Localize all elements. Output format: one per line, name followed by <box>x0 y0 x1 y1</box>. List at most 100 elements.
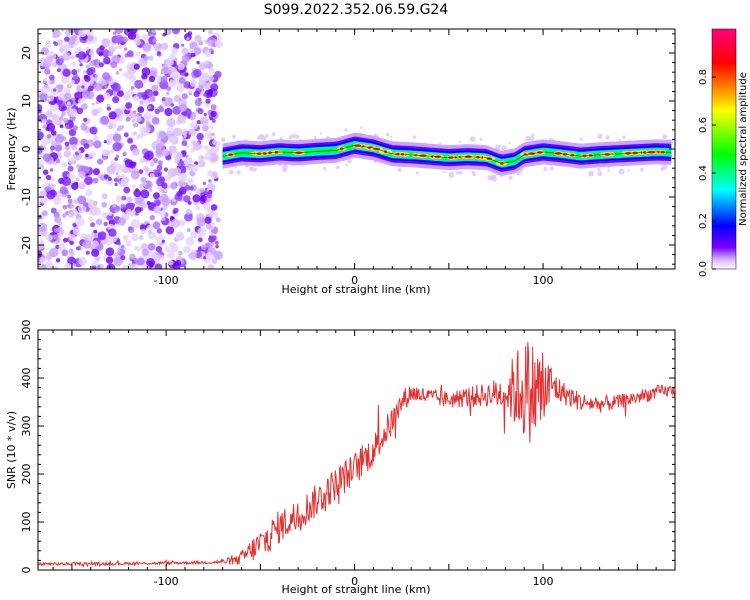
noise-blob <box>176 84 185 93</box>
noise-blob <box>69 136 78 146</box>
noise-blob <box>103 157 107 161</box>
noise-blob <box>195 205 201 211</box>
noise-blob <box>112 203 117 208</box>
noise-blob <box>193 68 202 78</box>
noise-blob <box>169 182 177 190</box>
noise-blob <box>175 231 185 240</box>
noise-blob <box>123 132 129 138</box>
noise-blob <box>164 107 173 117</box>
noise-blob <box>38 222 48 232</box>
noise-blob <box>169 53 176 60</box>
noise-blob <box>159 210 166 218</box>
noise-blob <box>198 160 206 168</box>
noise-blob <box>49 74 55 81</box>
noise-blob <box>69 173 76 179</box>
x-tick-label: -100 <box>154 274 179 287</box>
noise-blob <box>77 195 87 205</box>
noise-blob <box>156 164 163 171</box>
noise-blob <box>166 117 176 128</box>
noise-blob <box>89 207 98 216</box>
noise-blob <box>85 153 89 158</box>
noise-blob <box>181 150 187 156</box>
noise-blob <box>204 131 213 139</box>
noise-blob <box>44 261 53 269</box>
noise-blob <box>187 115 191 119</box>
noise-blob <box>147 224 153 231</box>
noise-blob <box>94 255 101 262</box>
noise-blob <box>42 169 49 175</box>
noise-blob <box>189 185 194 191</box>
noise-blob <box>58 84 64 90</box>
noise-blob <box>91 248 100 257</box>
noise-blob <box>54 144 62 152</box>
noise-blob <box>147 229 152 234</box>
noise-blob <box>147 91 154 98</box>
noise-blob <box>58 57 65 64</box>
noise-blob <box>52 88 57 92</box>
noise-blob <box>84 176 93 186</box>
noise-blob <box>64 141 70 147</box>
noise-blob <box>92 260 98 267</box>
noise-blob <box>45 174 52 181</box>
noise-blob <box>125 102 133 109</box>
noise-blob <box>188 179 194 185</box>
noise-blob <box>103 56 111 65</box>
noise-blob <box>53 234 59 240</box>
noise-blob <box>161 217 166 222</box>
noise-blob <box>95 218 103 226</box>
noise-blob <box>103 140 107 144</box>
noise-blob <box>147 99 151 103</box>
noise-blob <box>106 103 110 107</box>
ridge-band-green <box>222 142 672 166</box>
noise-blob <box>116 175 121 180</box>
noise-blob <box>58 92 66 101</box>
ridge-halo <box>415 171 419 175</box>
noise-blob <box>141 78 147 84</box>
noise-blob <box>210 204 218 211</box>
noise-blob <box>184 33 192 41</box>
noise-blob <box>186 37 190 41</box>
noise-blob <box>101 193 108 200</box>
noise-blob <box>108 228 117 237</box>
ridge-halo <box>627 169 630 172</box>
noise-blob <box>143 55 149 61</box>
noise-blob <box>131 147 140 156</box>
noise-blob <box>189 79 197 87</box>
noise-blob <box>42 153 52 162</box>
ridge-halo <box>443 170 446 174</box>
noise-blob <box>89 151 96 158</box>
y-tick-label: -20 <box>20 236 33 254</box>
noise-blob <box>185 208 192 215</box>
noise-blob <box>211 235 217 241</box>
noise-blob <box>193 47 202 55</box>
noise-blob <box>134 115 142 123</box>
noise-blob <box>154 108 160 115</box>
noise-blob <box>164 174 171 181</box>
noise-blob <box>140 228 146 235</box>
x-tick-label: 0 <box>351 274 358 287</box>
noise-blob <box>130 203 136 208</box>
noise-blob <box>209 242 215 248</box>
noise-blob <box>67 204 71 208</box>
noise-blob <box>85 250 90 255</box>
noise-blob <box>72 73 79 80</box>
noise-blob <box>113 256 123 267</box>
ridge-halo <box>525 136 531 141</box>
noise-blob <box>38 146 43 155</box>
noise-blob <box>205 98 211 104</box>
noise-blob <box>50 145 55 151</box>
noise-blob <box>145 121 152 127</box>
noise-blob <box>92 135 99 141</box>
noise-blob <box>39 164 45 170</box>
ridge-halo <box>234 166 237 169</box>
noise-blob <box>88 67 96 74</box>
noise-blob <box>127 226 135 234</box>
noise-blob <box>183 134 187 138</box>
noise-blob <box>64 36 70 42</box>
noise-blob <box>181 54 189 62</box>
noise-blob <box>62 68 71 77</box>
noise-blob <box>161 182 168 189</box>
noise-blob <box>46 86 52 91</box>
noise-blob <box>177 63 185 71</box>
noise-blob <box>202 124 209 132</box>
